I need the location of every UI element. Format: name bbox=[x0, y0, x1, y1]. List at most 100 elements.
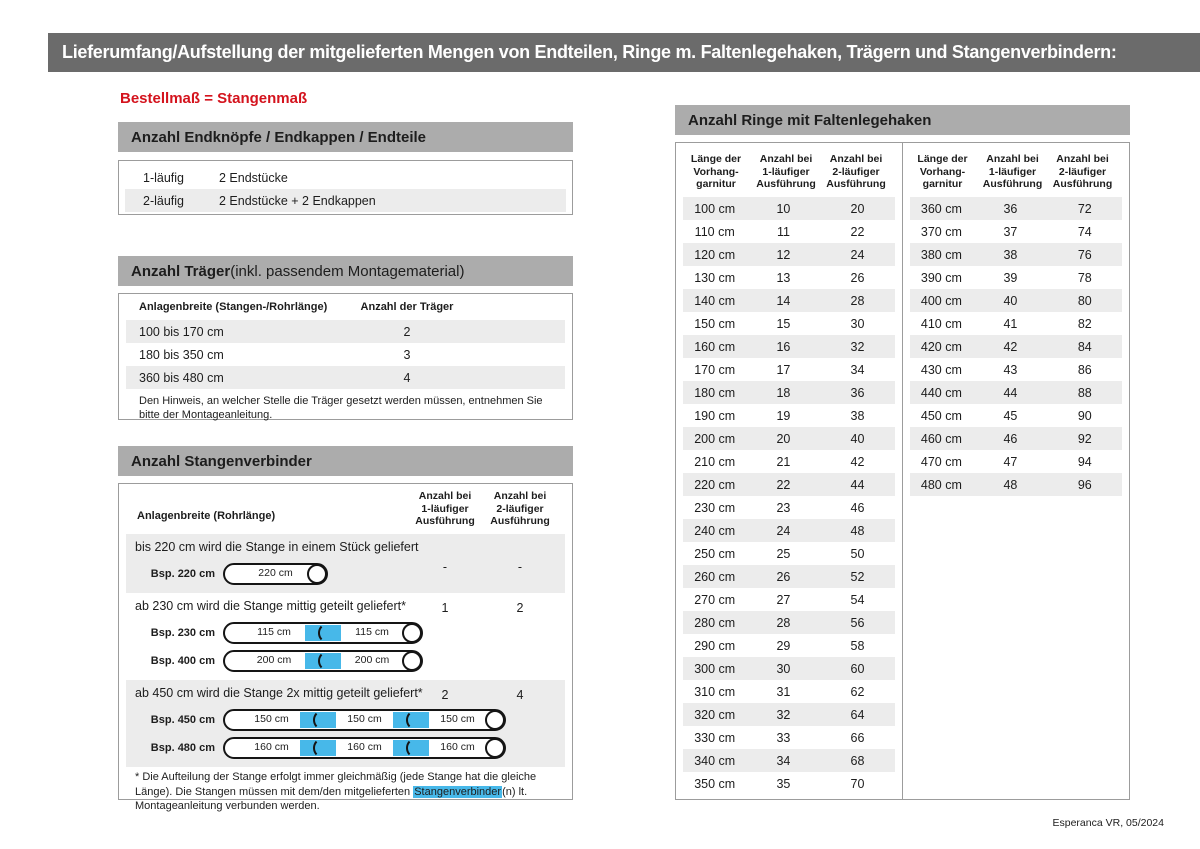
ringe-row-count-1-laeufig: 31 bbox=[776, 684, 791, 699]
section-header-traeger-rest: (inkl. passendem Montagematerial) bbox=[230, 262, 465, 280]
rod-segment-length: 200 cm bbox=[256, 654, 292, 666]
ringe-row: 240 cm 24 48 bbox=[683, 519, 895, 542]
footnote-pre: * Die Aufteilung der Stange erfolgt imme… bbox=[135, 771, 537, 798]
ringe-row-length: 270 cm bbox=[694, 592, 736, 607]
ringe-row-count-2-laeufig: 20 bbox=[850, 201, 865, 216]
rod-segment-length: 160 cm bbox=[347, 741, 382, 753]
ringe-row-length: 100 cm bbox=[694, 201, 736, 216]
ringe-row-count-1-laeufig: 25 bbox=[776, 546, 791, 561]
ringe-row-length: 420 cm bbox=[920, 339, 962, 354]
ringe-row: 440 cm 44 88 bbox=[909, 381, 1122, 404]
ringe-row-count-2-laeufig: 52 bbox=[850, 569, 865, 584]
ringe-row-length: 340 cm bbox=[694, 753, 736, 768]
ringe-row: 360 cm 36 72 bbox=[909, 197, 1122, 220]
traeger-row: 100 bis 170 cm 2 bbox=[126, 320, 565, 343]
ringe-row: 400 cm 40 80 bbox=[909, 289, 1122, 312]
ringe-row-length: 290 cm bbox=[694, 638, 736, 653]
ringe-row-count-2-laeufig: 36 bbox=[850, 385, 865, 400]
ringe-row: 160 cm 16 32 bbox=[683, 335, 895, 358]
ringe-row: 120 cm 12 24 bbox=[683, 243, 895, 266]
section-header-traeger: Anzahl Träger (inkl. passendem Montagema… bbox=[118, 256, 573, 286]
ringe-row-count-2-laeufig: 64 bbox=[850, 707, 865, 722]
traeger-col-anlagenbreite: Anlagenbreite (Stangen-/Rohrlänge) bbox=[139, 301, 328, 313]
ringe-row-count-1-laeufig: 26 bbox=[776, 569, 791, 584]
endteile-row-label: 2-läufig bbox=[143, 193, 184, 208]
ringe-row: 390 cm 39 78 bbox=[910, 266, 1123, 289]
ringe-row-count-2-laeufig: 30 bbox=[850, 316, 865, 331]
ringe-row-length: 110 cm bbox=[694, 224, 735, 239]
ringe-row-length: 210 cm bbox=[694, 454, 736, 469]
ringe-row-length: 470 cm bbox=[920, 454, 962, 469]
ringe-row-count-2-laeufig: 92 bbox=[1077, 431, 1092, 446]
page-title-bar: Lieferumfang/Aufstellung der mitgeliefer… bbox=[48, 33, 1200, 72]
group-description: ab 450 cm wird die Stange 2x mittig gete… bbox=[135, 686, 423, 700]
stangenverbinder-table-header: Anlagenbreite (Rohrlänge) Anzahl bei 1-l… bbox=[119, 484, 572, 534]
page-title: Lieferumfang/Aufstellung der mitgeliefer… bbox=[62, 42, 1117, 62]
rod-segment-length: 115 cm bbox=[355, 626, 389, 638]
ringe-row-count-1-laeufig: 20 bbox=[776, 431, 791, 446]
rod-segment-length: 160 cm bbox=[440, 741, 475, 753]
endteile-row-value: 2 Endstücke bbox=[219, 170, 288, 185]
ringe-row: 230 cm 23 46 bbox=[683, 496, 895, 519]
ringe-row-count-1-laeufig: 17 bbox=[776, 362, 791, 377]
section-header-endteile: Anzahl Endknöpfe / Endkappen / Endteile bbox=[118, 122, 573, 152]
ringe-row: 290 cm 29 58 bbox=[683, 634, 895, 657]
group-description: ab 230 cm wird die Stange mittig geteilt… bbox=[135, 599, 406, 613]
ringe-row-count-1-laeufig: 29 bbox=[776, 638, 791, 653]
ringe-row-count-2-laeufig: 50 bbox=[850, 546, 865, 561]
rod-example-label: Bsp. 480 cm bbox=[150, 742, 215, 754]
rod-example-label: Bsp. 220 cm bbox=[150, 568, 215, 580]
rod-joint-arc bbox=[312, 738, 332, 758]
traeger-row-count: 3 bbox=[403, 347, 411, 362]
ringe-row-count-2-laeufig: 54 bbox=[850, 592, 865, 607]
group-count-1-laeufig: - bbox=[442, 560, 448, 574]
rod-joint-arc bbox=[312, 710, 332, 730]
ringe-row-count-2-laeufig: 72 bbox=[1077, 201, 1092, 216]
ringe-row-count-1-laeufig: 16 bbox=[776, 339, 791, 354]
rod-diagram: 150 cm 150 cm 150 cm bbox=[223, 709, 506, 731]
rod-joint-arc bbox=[405, 738, 425, 758]
traeger-row: 180 bis 350 cm 3 bbox=[126, 343, 565, 366]
stangenverbinder-group: bis 220 cm wird die Stange in einem Stüc… bbox=[126, 534, 565, 593]
ringe-row: 210 cm 21 42 bbox=[683, 450, 895, 473]
ringe-row-length: 280 cm bbox=[694, 615, 736, 630]
ringe-row-count-2-laeufig: 70 bbox=[850, 776, 865, 791]
rod-example-row: Bsp. 220 cm 220 cm bbox=[126, 563, 565, 585]
ringe-row-count-2-laeufig: 86 bbox=[1077, 362, 1092, 377]
ringe-row-count-2-laeufig: 22 bbox=[850, 224, 865, 239]
rod-segment-length: 150 cm bbox=[254, 713, 289, 725]
ringe-row-length: 460 cm bbox=[920, 431, 962, 446]
rod-segment-length: 150 cm bbox=[440, 713, 475, 725]
stangenverbinder-group: ab 230 cm wird die Stange mittig geteilt… bbox=[126, 593, 565, 680]
rod-diagram: 200 cm 200 cm bbox=[223, 650, 423, 672]
rod-segment-length: 160 cm bbox=[254, 741, 289, 753]
ringe-row-length: 170 cm bbox=[694, 362, 736, 377]
ringe-row-length: 200 cm bbox=[694, 431, 736, 446]
ringe-row-count-2-laeufig: 82 bbox=[1077, 316, 1092, 331]
ringe-row-length: 410 cm bbox=[920, 316, 962, 331]
ringe-row-count-2-laeufig: 34 bbox=[850, 362, 865, 377]
ringe-subtable-100-350: Länge der Vorhang- garnitur Anzahl bei 1… bbox=[676, 143, 903, 799]
ringe-row-length: 430 cm bbox=[920, 362, 962, 377]
ringe-subtable-360-480: Länge der Vorhang- garnitur Anzahl bei 1… bbox=[903, 143, 1130, 799]
ringe-row-count-2-laeufig: 96 bbox=[1077, 477, 1092, 492]
ringe-row-length: 350 cm bbox=[694, 776, 736, 791]
document-footer: Esperanca VR, 05/2024 bbox=[1052, 817, 1165, 829]
ringe-row-count-2-laeufig: 76 bbox=[1077, 247, 1092, 262]
section-header-traeger-bold: Anzahl Träger bbox=[131, 262, 231, 280]
ringe-row: 250 cm 25 50 bbox=[683, 542, 895, 565]
ringe-row: 410 cm 41 82 bbox=[910, 312, 1123, 335]
ringe-row-count-2-laeufig: 62 bbox=[850, 684, 865, 699]
ringe-row-count-1-laeufig: 39 bbox=[1003, 270, 1018, 285]
ringe-row: 470 cm 47 94 bbox=[910, 450, 1123, 473]
ringe-row: 480 cm 48 96 bbox=[909, 473, 1122, 496]
ringe-row-count-1-laeufig: 48 bbox=[1003, 477, 1018, 492]
ringe-row-length: 130 cm bbox=[694, 270, 736, 285]
rod-segment-length: 150 cm bbox=[347, 713, 382, 725]
ringe-row-count-1-laeufig: 34 bbox=[776, 753, 791, 768]
ringe-row-length: 260 cm bbox=[694, 569, 736, 584]
ringe-row: 270 cm 27 54 bbox=[683, 588, 895, 611]
ringe-row-length: 150 cm bbox=[694, 316, 736, 331]
rod-end-cap bbox=[485, 738, 505, 758]
